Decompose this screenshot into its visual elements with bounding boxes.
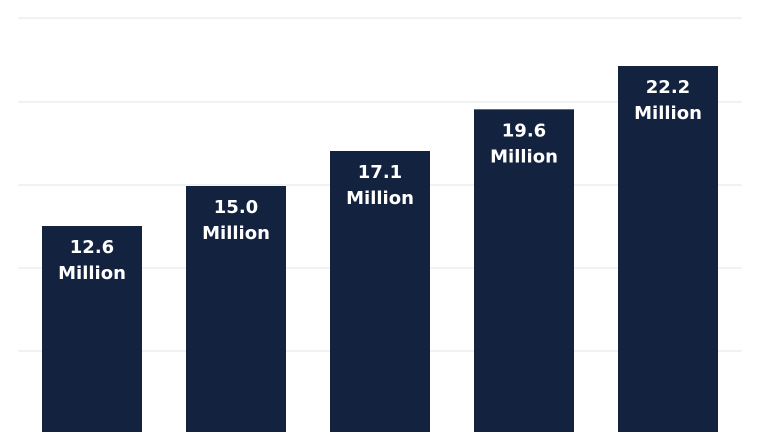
data-label-unit: Million <box>490 146 558 167</box>
data-label-value: 15.0 <box>214 197 258 218</box>
bar <box>618 66 718 432</box>
data-label-value: 22.2 <box>646 77 690 98</box>
data-label-unit: Million <box>202 223 270 244</box>
bar <box>474 109 574 432</box>
data-label-value: 17.1 <box>358 162 402 183</box>
data-label-value: 12.6 <box>70 237 114 258</box>
bar <box>186 186 286 432</box>
data-label-unit: Million <box>634 103 702 124</box>
data-labels: 12.6 Million 15.0 Million 17.1 Million 19.6 Mil… <box>58 77 702 284</box>
data-label-unit: Million <box>346 188 414 209</box>
bar <box>42 226 142 432</box>
bars <box>42 66 718 432</box>
data-label-unit: Million <box>58 263 126 284</box>
bar <box>330 151 430 432</box>
data-label-value: 19.6 <box>502 120 546 141</box>
